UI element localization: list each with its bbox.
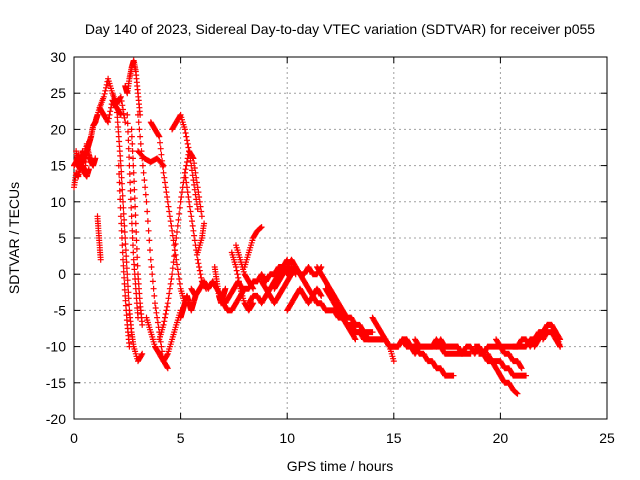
series-track02 xyxy=(71,140,99,169)
series-track43 xyxy=(493,336,525,372)
y-tick-label: 15 xyxy=(50,158,66,174)
plus-markers xyxy=(115,162,133,350)
plus-markers xyxy=(169,111,201,212)
plus-markers xyxy=(128,126,146,328)
y-tick-label: 20 xyxy=(50,121,66,137)
series-track32 xyxy=(314,264,376,336)
plus-markers xyxy=(245,256,291,307)
axis-ticks xyxy=(73,56,608,420)
y-tick-label: 5 xyxy=(58,230,66,246)
series-track17 xyxy=(169,111,201,212)
series-track14 xyxy=(143,307,184,365)
y-tick-label: -15 xyxy=(46,375,66,391)
plus-markers xyxy=(211,264,229,307)
plus-markers xyxy=(284,285,325,314)
plus-markers xyxy=(194,220,208,256)
x-tick-label: 5 xyxy=(177,430,185,446)
series-track13 xyxy=(135,148,167,169)
series-track08 xyxy=(115,162,133,350)
plus-markers xyxy=(122,57,144,118)
y-tick-label: -20 xyxy=(46,411,66,427)
plus-markers xyxy=(540,329,564,350)
series-track26 xyxy=(241,224,265,270)
x-axis-label: GPS time / hours xyxy=(287,458,394,474)
series-track21 xyxy=(194,220,208,256)
series-track03 xyxy=(73,148,92,180)
y-tick-label: -5 xyxy=(54,302,67,318)
y-tick-label: -10 xyxy=(46,339,66,355)
x-tick-label: 20 xyxy=(493,430,509,446)
chart-title: Day 140 of 2023, Sidereal Day-to-day VTE… xyxy=(85,21,595,37)
plus-markers xyxy=(314,264,376,336)
series-track06 xyxy=(94,213,104,263)
plus-markers xyxy=(73,148,92,180)
x-tick-label: 10 xyxy=(279,430,295,446)
plus-markers xyxy=(143,307,184,365)
tick-labels: 0 5 10 15 20 25 -20 -15 -10 -5 0 5 10 15 20 25 30 xyxy=(46,49,615,446)
plus-markers xyxy=(258,264,299,307)
plus-markers xyxy=(228,249,257,314)
series-track11 xyxy=(128,126,146,328)
series-track39 xyxy=(433,343,483,357)
grid-lines xyxy=(74,57,607,419)
series-track22 xyxy=(211,264,229,307)
series-track30 xyxy=(284,285,325,314)
y-tick-label: 0 xyxy=(58,266,66,282)
data-marks xyxy=(71,57,564,397)
plus-markers xyxy=(113,104,146,365)
y-axis-label: SDTVAR / TECUs xyxy=(6,182,22,294)
series-track07 xyxy=(113,104,146,365)
series-track12 xyxy=(135,111,171,372)
series-track16 xyxy=(156,148,205,343)
plus-markers xyxy=(322,285,359,343)
plus-markers xyxy=(177,292,199,321)
series-track25 xyxy=(233,242,257,292)
plus-markers xyxy=(135,111,171,372)
plus-markers xyxy=(156,148,205,343)
series-track46 xyxy=(540,329,564,350)
series-track27 xyxy=(245,256,291,307)
series-track15 xyxy=(147,119,188,307)
series-track09 xyxy=(122,57,144,118)
plus-markers xyxy=(433,343,483,357)
plus-markers xyxy=(94,213,104,263)
x-tick-label: 15 xyxy=(386,430,402,446)
plus-markers xyxy=(403,336,457,379)
series-track28 xyxy=(258,264,299,307)
x-tick-label: 25 xyxy=(599,430,615,446)
y-tick-label: 30 xyxy=(50,49,66,65)
series-track24 xyxy=(228,249,257,314)
plus-markers xyxy=(124,111,141,321)
y-tick-label: 10 xyxy=(50,194,66,210)
series-track10 xyxy=(124,111,141,321)
plus-markers xyxy=(484,350,521,397)
plus-markers xyxy=(135,148,167,169)
series-track33 xyxy=(322,285,359,343)
series-track37 xyxy=(403,336,457,379)
series-track42 xyxy=(484,350,521,397)
y-tick-label: 25 xyxy=(50,85,66,101)
plus-markers xyxy=(241,224,265,270)
plus-markers xyxy=(233,242,257,292)
plus-markers xyxy=(493,336,525,372)
plus-markers xyxy=(147,119,188,307)
x-tick-label: 0 xyxy=(70,430,78,446)
plus-markers xyxy=(71,140,99,169)
series-track18 xyxy=(177,292,199,321)
